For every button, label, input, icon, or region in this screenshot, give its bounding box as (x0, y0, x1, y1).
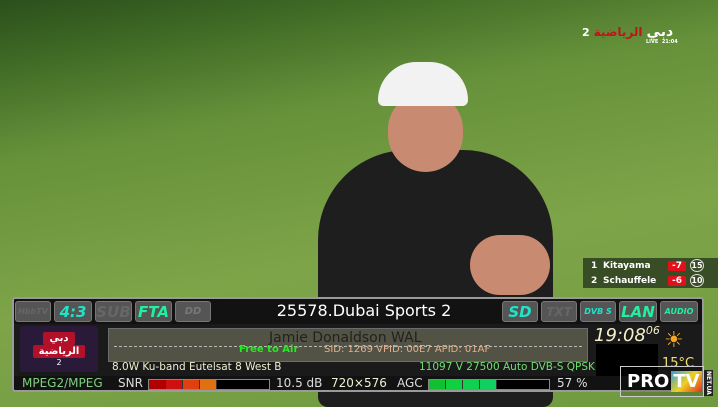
resolution: 720×576 (331, 376, 387, 390)
golfer-arm (470, 235, 550, 295)
hbbtv-indicator: HbbTV (15, 301, 51, 322)
txt-indicator: TXT (541, 301, 577, 322)
bug-live: LIVE 21:04 (646, 39, 678, 45)
level-segment (200, 380, 217, 389)
bug-arabic: الرياضية (593, 25, 643, 39)
agc-label: AGC (397, 376, 423, 390)
leaderboard-row: 1 Kitayama -7 15 (591, 259, 704, 272)
agc-value: 57 % (557, 376, 588, 390)
channel-title: 25578.Dubai Sports 2 (276, 301, 452, 320)
level-segment (166, 380, 183, 389)
partly-sunny-icon: ☀ (664, 328, 684, 353)
lan-indicator: LAN (619, 301, 657, 322)
level-segment (429, 380, 446, 389)
snr-bar (148, 379, 270, 390)
channel-info-osd: HbbTV 4:3 SUB FTA DD 25578.Dubai Sports … (12, 297, 704, 392)
epg-preview: Jamie Donaldson WAL (108, 328, 588, 362)
sub-indicator: SUB (95, 301, 132, 322)
aspect-indicator: 4:3 (54, 301, 92, 322)
epg-preview-name: Jamie Donaldson WAL (269, 330, 422, 346)
sd-indicator: SD (502, 301, 538, 322)
clock: 19:0806 (594, 324, 660, 346)
audio-indicator: AUDIO (660, 301, 698, 322)
clock-box (596, 344, 658, 376)
fta-indicator: FTA (135, 301, 172, 322)
codec: MPEG2/MPEG (22, 376, 103, 390)
bug-brand: دبي (646, 24, 674, 40)
snr-label: SNR (118, 376, 143, 390)
pid-info: SID: 1269 VPID: 00E7 APID: 01AF (324, 344, 491, 355)
level-segment (446, 380, 463, 389)
golfer-cap (378, 62, 468, 106)
agc-bar (428, 379, 550, 390)
channel-logo: دبي الرياضية 2 (20, 326, 98, 372)
protv-watermark: PRO TV NET.UA (620, 366, 713, 397)
temperature: 15°C (662, 356, 695, 371)
level-segment (149, 380, 166, 389)
satellite-name: 8.0W Ku-band Eutelsat 8 West B (112, 361, 282, 373)
bug-number: 2 (582, 25, 590, 39)
snr-value: 10.5 dB (276, 376, 323, 390)
transponder-info: 11097 V 27500 Auto DVB-S QPSK (419, 361, 595, 373)
leaderboard: 1 Kitayama -7 15 2 Schauffele -6 10 (583, 258, 718, 288)
level-segment (463, 380, 480, 389)
level-segment (183, 380, 200, 389)
encryption-status: Free to Air (239, 344, 299, 355)
leaderboard-row: 2 Schauffele -6 10 (591, 274, 704, 287)
level-segment (480, 380, 497, 389)
channel-bug: 2 الرياضية دبي LIVE 21:04 (582, 24, 678, 45)
dolby-indicator: DD (175, 301, 211, 322)
dvbs-indicator: DVB S (580, 301, 616, 322)
